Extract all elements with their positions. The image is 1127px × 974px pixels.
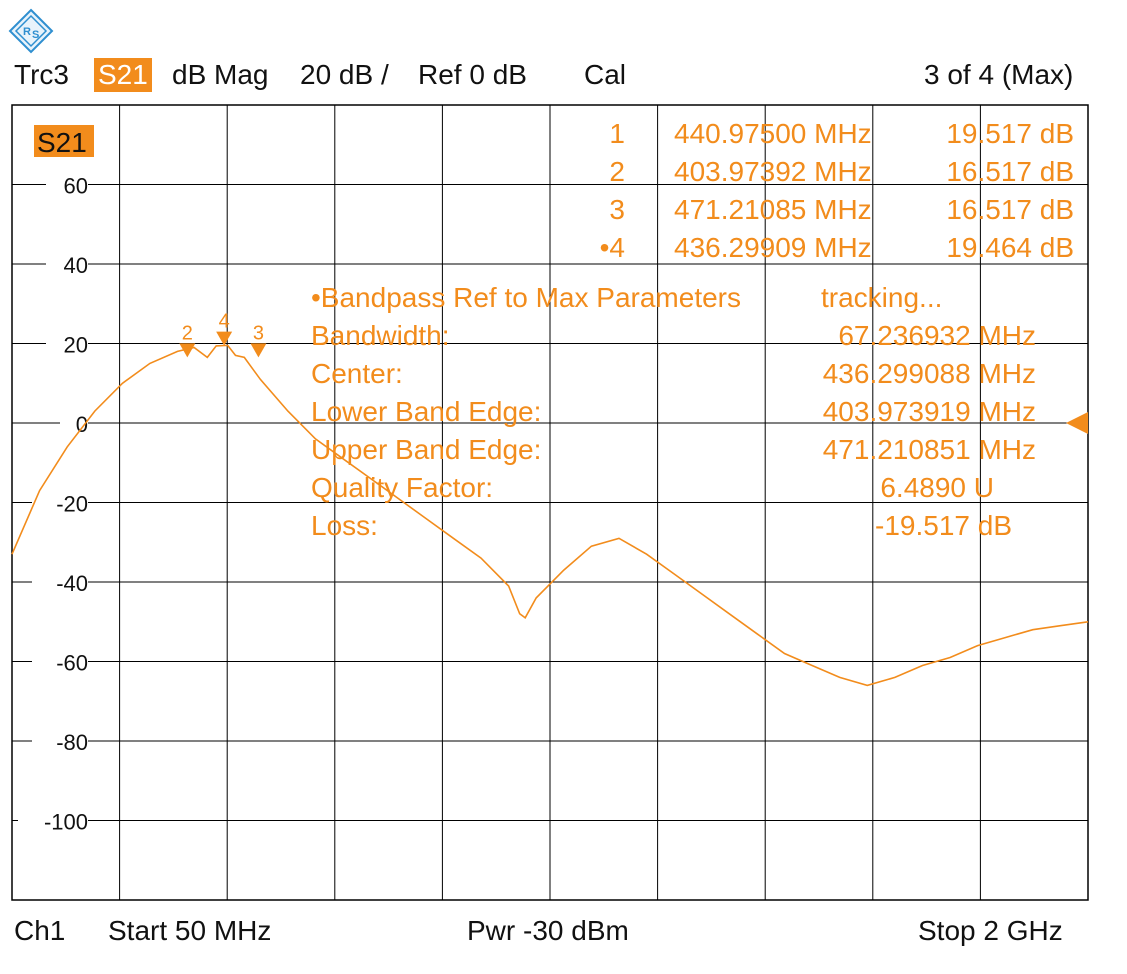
- start-freq-label[interactable]: Start 50 MHz: [108, 915, 272, 946]
- bandpass-row-label: Bandwidth:: [311, 320, 450, 351]
- y-tick-label-bg: [32, 570, 88, 594]
- bandpass-row-label: Lower Band Edge:: [311, 396, 541, 427]
- bandpass-row-label: Quality Factor:: [311, 472, 493, 503]
- y-tick-label-bg: [32, 729, 88, 753]
- power-label[interactable]: Pwr -30 dBm: [467, 915, 629, 946]
- y-tick-label-bg: [32, 490, 88, 515]
- marker-3-icon: [250, 343, 267, 358]
- stop-freq-label[interactable]: Stop 2 GHz: [918, 915, 1063, 946]
- y-tick-label: -80: [56, 730, 88, 755]
- y-tick-label-bg: [60, 411, 88, 435]
- marker-row-value: 16.517 dB: [946, 156, 1074, 187]
- marker-row-id: 2: [609, 156, 625, 187]
- marker-symbols: 2 3 4: [179, 311, 267, 358]
- ref-level-arrow-icon: [1066, 412, 1088, 434]
- marker-table: 1 440.97500 MHz 19.517 dB 2 403.97392 MHz 16.…: [600, 118, 1074, 263]
- rohde-schwarz-logo-icon: R S: [8, 8, 54, 54]
- marker-row-id: 3: [609, 194, 625, 225]
- marker-row-value: 19.464 dB: [946, 232, 1074, 263]
- bandpass-panel: •Bandpass Ref to Max Parameters tracking.…: [311, 282, 1036, 541]
- param-badge[interactable]: S21: [94, 58, 152, 92]
- s21-trace-label: S21: [37, 127, 87, 158]
- scale-label[interactable]: 20 dB /: [300, 59, 389, 90]
- bandpass-row-value: 6.4890 U: [880, 472, 994, 503]
- s21-label-badge: [34, 125, 94, 157]
- cal-label[interactable]: Cal: [584, 59, 627, 90]
- marker-row-freq: 440.97500 MHz: [674, 118, 872, 149]
- y-tick-label-bg: [46, 331, 88, 356]
- bandpass-title: •Bandpass Ref to Max Parameters: [311, 282, 741, 313]
- s21-trace-line: [11, 344, 1089, 687]
- bandpass-status: tracking...: [821, 282, 942, 313]
- marker-3-label: 3: [253, 322, 264, 344]
- svg-text:R: R: [23, 26, 31, 38]
- y-tick-label-bg: [18, 808, 88, 833]
- marker-row-freq: 403.97392 MHz: [674, 156, 872, 187]
- y-tick-label: -60: [56, 651, 88, 676]
- y-tick-label-bg: [32, 649, 88, 674]
- channel-label[interactable]: Ch1: [14, 915, 66, 946]
- y-tick-label: 60: [64, 174, 88, 199]
- marker-count-label: 3 of 4 (Max): [924, 59, 1074, 90]
- y-tick-label: -20: [56, 492, 88, 517]
- bandpass-row-value: 67.236932 MHz: [838, 320, 1036, 351]
- marker-4-label: 4: [219, 311, 230, 333]
- trace-name[interactable]: Trc3: [14, 59, 69, 90]
- y-tick-label-bg: [46, 252, 88, 276]
- marker-2-icon: [179, 343, 196, 358]
- svg-text:S: S: [32, 29, 39, 41]
- y-tick-label: 40: [64, 253, 88, 278]
- bandpass-row-label: Loss:: [311, 510, 378, 541]
- marker-2-label: 2: [182, 322, 193, 344]
- bandpass-row-value: 471.210851 MHz: [823, 434, 1036, 465]
- bandpass-row-value: -19.517 dB: [875, 510, 1012, 541]
- y-tick-label-bg: [46, 172, 88, 197]
- marker-row-id: •4: [600, 232, 625, 263]
- marker-row-value: 16.517 dB: [946, 194, 1074, 225]
- marker-row-freq: 471.21085 MHz: [674, 194, 872, 225]
- format-label[interactable]: dB Mag: [172, 59, 269, 90]
- marker-4-icon: [216, 331, 233, 346]
- bandpass-row-value: 403.973919 MHz: [823, 396, 1036, 427]
- y-tick-label: 20: [64, 333, 88, 358]
- bandpass-row-label: Upper Band Edge:: [311, 434, 541, 465]
- marker-row-value: 19.517 dB: [946, 118, 1074, 149]
- marker-row-freq: 436.29909 MHz: [674, 232, 872, 263]
- ref-label[interactable]: Ref 0 dB: [418, 59, 527, 90]
- y-tick-label: -40: [56, 571, 88, 596]
- marker-row-id: 1: [609, 118, 625, 149]
- y-tick-label: -100: [44, 810, 88, 835]
- bandpass-row-value: 436.299088 MHz: [823, 358, 1036, 389]
- bandpass-row-label: Center:: [311, 358, 403, 389]
